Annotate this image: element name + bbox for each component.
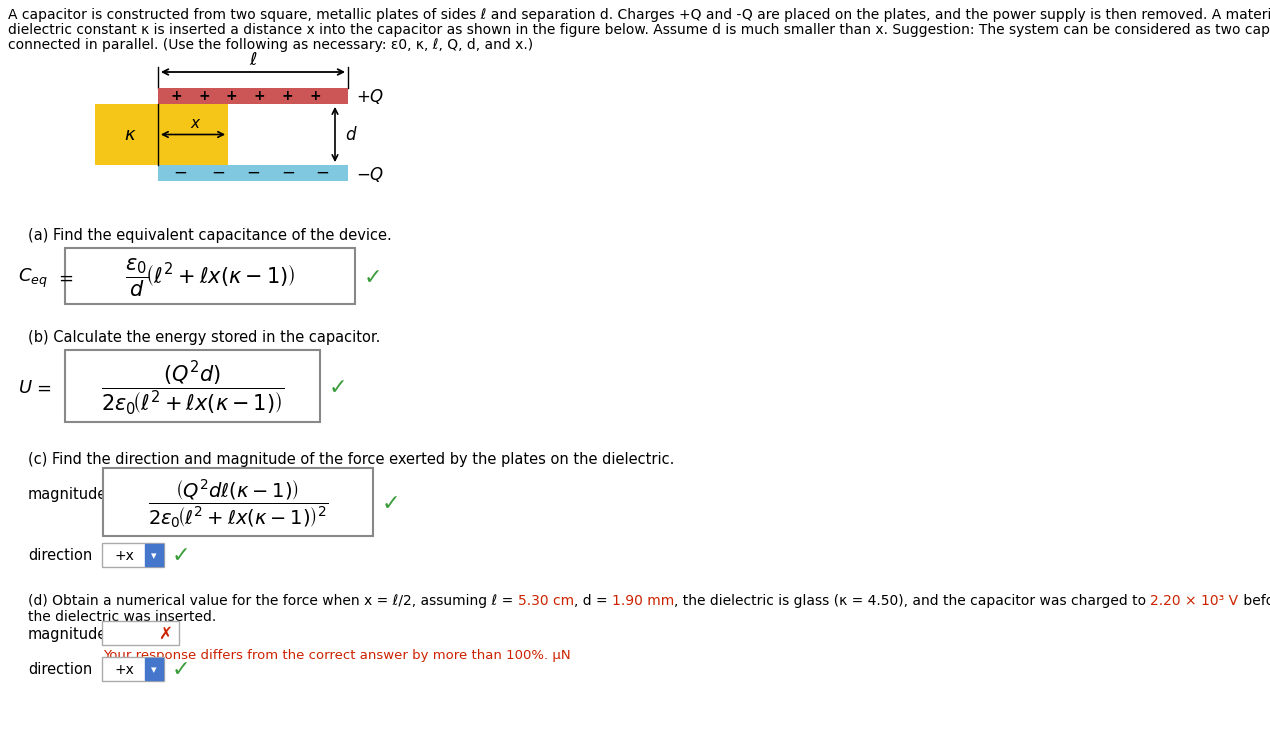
Bar bbox=[95, 104, 229, 165]
Text: $\ell$: $\ell$ bbox=[249, 51, 258, 69]
Text: $C_{eq}$: $C_{eq}$ bbox=[18, 266, 48, 289]
Text: $\dfrac{\left(Q^2 d\ell(\kappa - 1)\right)}{2\varepsilon_0\!\left(\ell^2 + \ell : $\dfrac{\left(Q^2 d\ell(\kappa - 1)\righ… bbox=[147, 478, 329, 530]
Text: $x$: $x$ bbox=[190, 116, 202, 132]
Text: ✗: ✗ bbox=[159, 625, 171, 643]
Text: −: − bbox=[211, 164, 225, 182]
Text: 2.20 × 10³ V: 2.20 × 10³ V bbox=[1151, 594, 1238, 608]
Text: +: + bbox=[170, 89, 182, 103]
Text: $=$: $=$ bbox=[33, 379, 52, 397]
FancyBboxPatch shape bbox=[65, 248, 356, 304]
Text: +x: +x bbox=[116, 663, 135, 677]
FancyBboxPatch shape bbox=[145, 544, 163, 566]
Text: (b) Calculate the energy stored in the capacitor.: (b) Calculate the energy stored in the c… bbox=[28, 330, 381, 345]
Text: direction: direction bbox=[28, 662, 93, 678]
Text: $\kappa$: $\kappa$ bbox=[123, 126, 136, 144]
Text: $d$: $d$ bbox=[345, 127, 358, 144]
Text: $=$: $=$ bbox=[55, 269, 74, 287]
Text: ✓: ✓ bbox=[382, 494, 400, 514]
FancyBboxPatch shape bbox=[103, 468, 373, 536]
Text: +: + bbox=[281, 89, 293, 103]
Text: magnitude: magnitude bbox=[28, 626, 108, 642]
Text: ✓: ✓ bbox=[363, 268, 382, 288]
Text: $\dfrac{\varepsilon_0}{d}\!\left(\ell^2 + \ell x(\kappa - 1)\right)$: $\dfrac{\varepsilon_0}{d}\!\left(\ell^2 … bbox=[124, 257, 295, 299]
Bar bbox=[157, 165, 348, 181]
Text: $-Q$: $-Q$ bbox=[356, 165, 385, 183]
Bar bbox=[157, 88, 348, 104]
Text: A capacitor is constructed from two square, metallic plates of sides ℓ and separ: A capacitor is constructed from two squa… bbox=[8, 8, 1270, 22]
Text: direction: direction bbox=[28, 548, 93, 564]
Text: +x: +x bbox=[116, 549, 135, 563]
Text: Your response differs from the correct answer by more than 100%. μN: Your response differs from the correct a… bbox=[103, 649, 570, 662]
Text: −: − bbox=[246, 164, 260, 182]
Text: dielectric constant κ is inserted a distance x into the capacitor as shown in th: dielectric constant κ is inserted a dist… bbox=[8, 23, 1270, 37]
Text: ✓: ✓ bbox=[171, 660, 190, 680]
Text: +: + bbox=[253, 89, 265, 103]
Text: ▾: ▾ bbox=[151, 551, 156, 561]
Text: magnitude: magnitude bbox=[28, 486, 108, 501]
Text: the dielectric was inserted.: the dielectric was inserted. bbox=[28, 610, 216, 624]
Text: −: − bbox=[173, 164, 187, 182]
Text: +: + bbox=[225, 89, 236, 103]
Text: 5.30 cm: 5.30 cm bbox=[518, 594, 574, 608]
Text: $\dfrac{(Q^2 d)}{2\varepsilon_0\!\left(\ell^2 + \ell x(\kappa - 1)\right)}$: $\dfrac{(Q^2 d)}{2\varepsilon_0\!\left(\… bbox=[100, 359, 284, 417]
FancyBboxPatch shape bbox=[145, 658, 163, 680]
Text: $U$: $U$ bbox=[18, 379, 33, 397]
Text: (d) Obtain a numerical value for the force when x = ℓ/2, assuming ℓ =: (d) Obtain a numerical value for the for… bbox=[28, 594, 518, 608]
Text: −: − bbox=[281, 164, 295, 182]
Text: −: − bbox=[315, 164, 329, 182]
Text: +: + bbox=[309, 89, 321, 103]
Text: ▾: ▾ bbox=[151, 665, 156, 675]
Text: $+Q$: $+Q$ bbox=[356, 88, 385, 107]
FancyBboxPatch shape bbox=[102, 657, 164, 681]
FancyBboxPatch shape bbox=[65, 350, 320, 422]
Text: ✓: ✓ bbox=[329, 378, 347, 398]
Text: (c) Find the direction and magnitude of the force exerted by the plates on the d: (c) Find the direction and magnitude of … bbox=[28, 452, 674, 467]
FancyBboxPatch shape bbox=[102, 543, 164, 567]
Text: +: + bbox=[198, 89, 210, 103]
Text: before: before bbox=[1238, 594, 1270, 608]
Text: 1.90 mm: 1.90 mm bbox=[612, 594, 674, 608]
Text: , the dielectric is glass (κ = 4.50), and the capacitor was charged to: , the dielectric is glass (κ = 4.50), an… bbox=[674, 594, 1151, 608]
FancyBboxPatch shape bbox=[102, 621, 179, 645]
Text: (a) Find the equivalent capacitance of the device.: (a) Find the equivalent capacitance of t… bbox=[28, 228, 391, 243]
Text: , d =: , d = bbox=[574, 594, 612, 608]
Text: connected in parallel. (Use the following as necessary: ε0, κ, ℓ, Q, d, and x.): connected in parallel. (Use the followin… bbox=[8, 38, 533, 52]
Text: ✓: ✓ bbox=[171, 546, 190, 566]
